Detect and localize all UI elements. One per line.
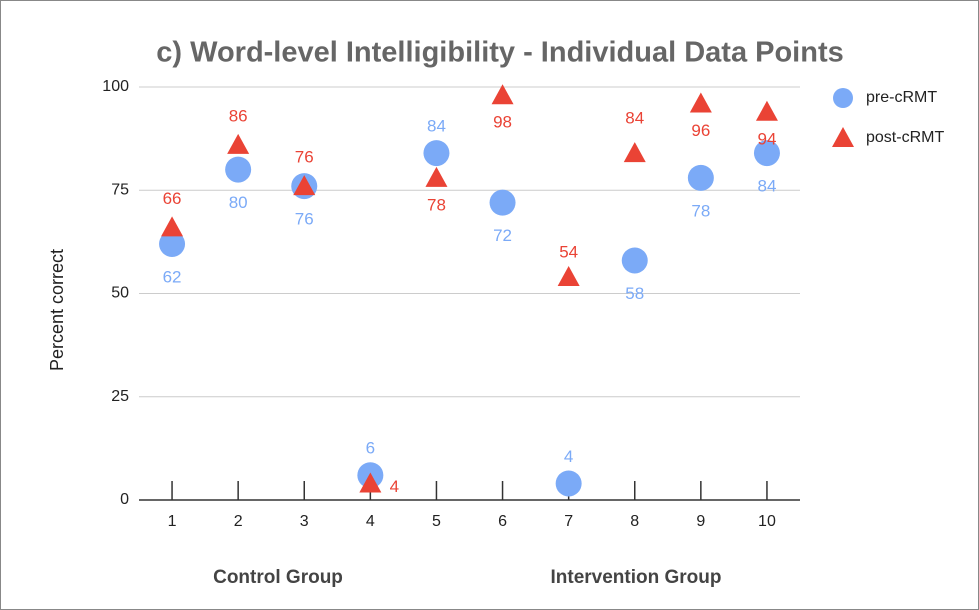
- x-tick-label: 5: [432, 513, 441, 530]
- x-tick-label: 6: [498, 513, 507, 530]
- point: [557, 265, 580, 286]
- data-label: 78: [691, 201, 710, 220]
- legend-label: pre-cRMT: [866, 89, 937, 106]
- y-tick-label: 100: [102, 78, 129, 95]
- data-label: 86: [229, 106, 248, 125]
- point: [621, 247, 648, 274]
- point: [687, 164, 714, 191]
- x-tick-label: 3: [300, 513, 309, 530]
- data-label: 6: [366, 439, 375, 458]
- y-tick-label: 0: [120, 491, 129, 508]
- point: [689, 92, 712, 113]
- data-label: 4: [390, 477, 399, 496]
- data-label: 54: [559, 242, 578, 261]
- x-tick-label: 8: [630, 513, 639, 530]
- data-label: 78: [427, 195, 446, 214]
- point: [491, 84, 514, 105]
- data-label: 80: [229, 193, 248, 212]
- x-tick-label: 2: [234, 513, 243, 530]
- point: [161, 216, 184, 237]
- point: [293, 175, 316, 196]
- point: [555, 470, 582, 497]
- point: [159, 230, 186, 257]
- data-label: 98: [493, 113, 512, 132]
- data-label: 62: [163, 267, 182, 286]
- data-label: 84: [757, 177, 776, 196]
- x-tick-label: 4: [366, 513, 375, 530]
- data-label: 4: [564, 447, 573, 466]
- data-label: 84: [625, 109, 644, 128]
- group-label: Control Group: [213, 567, 343, 588]
- data-label: 58: [625, 284, 644, 303]
- x-tick-label: 9: [696, 513, 705, 530]
- point: [755, 100, 778, 121]
- data-label: 72: [493, 226, 512, 245]
- x-tick-label: 1: [168, 513, 177, 530]
- data-label: 76: [295, 210, 314, 229]
- x-tick-label: 10: [758, 513, 776, 530]
- legend-marker: [832, 127, 854, 147]
- y-tick-label: 25: [111, 388, 129, 405]
- data-label: 96: [691, 121, 710, 140]
- y-tick-label: 75: [111, 181, 129, 198]
- data-label: 94: [757, 129, 776, 148]
- point: [425, 166, 448, 187]
- point: [359, 472, 382, 493]
- y-tick-label: 50: [111, 285, 129, 302]
- y-axis-label: Percent correct: [47, 249, 67, 371]
- group-label: Intervention Group: [551, 567, 722, 588]
- legend-label: post-cRMT: [866, 129, 944, 146]
- point: [225, 156, 252, 183]
- data-label: 66: [163, 189, 182, 208]
- point: [753, 140, 780, 167]
- data-label: 76: [295, 148, 314, 167]
- legend-marker: [833, 88, 853, 108]
- point: [489, 189, 516, 216]
- data-label: 84: [427, 117, 446, 136]
- point: [623, 142, 646, 163]
- point: [227, 133, 250, 154]
- chart-title: c) Word-level Intelligibility - Individu…: [156, 37, 844, 69]
- point: [423, 140, 450, 167]
- x-tick-label: 7: [564, 513, 573, 530]
